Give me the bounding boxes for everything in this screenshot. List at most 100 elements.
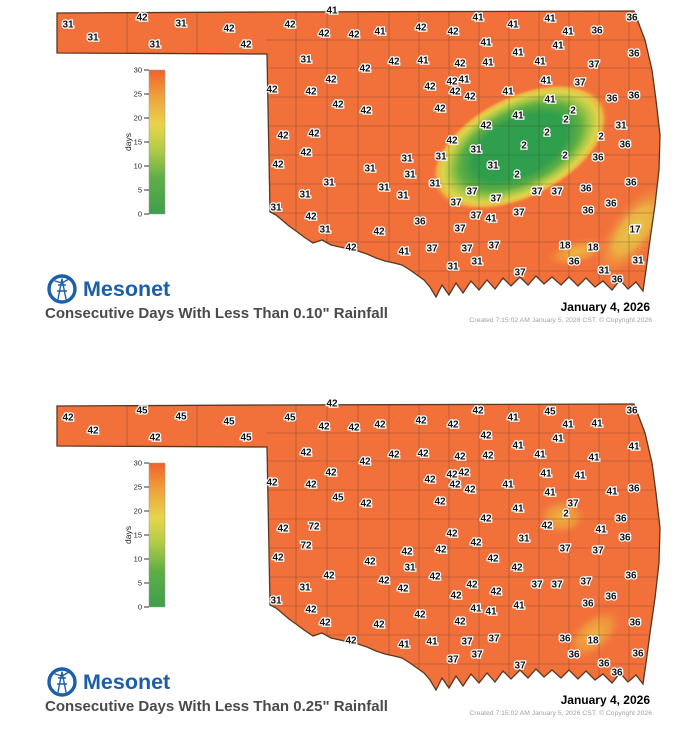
station-value: 37 [488, 241, 500, 252]
station-value: 31 [435, 152, 447, 163]
station-value: 41 [472, 13, 484, 24]
station-value: 42 [449, 480, 461, 491]
station-value: 42 [414, 610, 426, 621]
legend-tick-label: 0 [138, 603, 142, 612]
station-value: 36 [605, 199, 617, 210]
station-value: 31 [470, 145, 482, 156]
legend-tick-label: 20 [134, 114, 142, 123]
station-value: 36 [629, 618, 641, 629]
station-value: 41 [426, 637, 438, 648]
station-value: 41 [534, 450, 546, 461]
station-value: 42 [447, 27, 459, 38]
station-value: 36 [580, 184, 592, 195]
station-value: 41 [512, 441, 524, 452]
station-value: 41 [588, 453, 600, 464]
station-value: 41 [544, 95, 556, 106]
legend-tick-label: 10 [134, 162, 142, 171]
station-value: 41 [606, 487, 618, 498]
station-value: 36 [632, 649, 644, 660]
station-value: 41 [562, 27, 574, 38]
map-footer: Mesonet Consecutive Days With Less Than … [45, 667, 652, 717]
station-value: 41 [512, 504, 524, 515]
station-value: 42 [305, 480, 317, 491]
station-value: 42 [318, 422, 330, 433]
station-value: 41 [552, 434, 564, 445]
color-scale-legend: days 0 5 10 15 20 25 30 [123, 459, 166, 612]
station-value: 37 [588, 60, 600, 71]
station-value: 36 [628, 91, 640, 102]
station-value: 41 [512, 111, 524, 122]
station-value: 42 [308, 129, 320, 140]
legend-tick-label: 5 [138, 186, 142, 195]
station-value: 36 [619, 533, 631, 544]
map-date: January 4, 2026 [561, 300, 651, 314]
station-value: 31 [632, 256, 644, 267]
station-value: 42 [424, 475, 436, 486]
station-value: 2 [562, 151, 568, 162]
station-value: 36 [559, 634, 571, 645]
station-value: 45 [332, 493, 344, 504]
station-value: 41 [552, 41, 564, 52]
station-value: 42 [470, 538, 482, 549]
station-value: 36 [606, 94, 618, 105]
station-value: 37 [531, 187, 543, 198]
station-value: 37 [513, 208, 525, 219]
station-value: 31 [401, 154, 413, 165]
legend-color-bar [148, 462, 166, 608]
station-value: 42 [374, 420, 386, 431]
station-value: 72 [300, 541, 312, 552]
station-value: 72 [308, 522, 320, 533]
station-value: 41 [544, 488, 556, 499]
station-value: 42 [240, 40, 252, 51]
mesonet-wordmark: Mesonet [83, 670, 170, 694]
station-value: 37 [450, 198, 462, 209]
station-value: 41 [326, 6, 338, 17]
station-value: 36 [582, 206, 594, 217]
station-value: 45 [136, 406, 148, 417]
station-value: 42 [348, 30, 360, 41]
station-value: 37 [426, 244, 438, 255]
station-value: 36 [625, 178, 637, 189]
station-value: 31 [378, 183, 390, 194]
station-value: 42 [447, 420, 459, 431]
station-value: 42 [458, 468, 470, 479]
legend-tick-label: 30 [134, 66, 142, 75]
station-value: 36 [626, 406, 638, 417]
station-value: 37 [514, 268, 526, 279]
legend-tick-label: 20 [134, 507, 142, 516]
station-value: 42 [541, 521, 553, 532]
station-value: 17 [629, 225, 641, 236]
station-value: 42 [277, 524, 289, 535]
station-value: 42 [454, 59, 466, 70]
station-value: 36 [628, 484, 640, 495]
station-value: 42 [415, 23, 427, 34]
station-value: 36 [605, 592, 617, 603]
legend-tick-label: 10 [134, 555, 142, 564]
station-value: 42 [511, 563, 523, 574]
station-value: 42 [454, 617, 466, 628]
station-value: 42 [446, 470, 458, 481]
station-value: 42 [378, 576, 390, 587]
station-value: 36 [582, 599, 594, 610]
station-value: 37 [461, 637, 473, 648]
station-value: 42 [332, 100, 344, 111]
station-value: 42 [490, 587, 502, 598]
station-value: 42 [482, 451, 494, 462]
station-value: 31 [447, 262, 459, 273]
station-value: 42 [454, 452, 466, 463]
station-value: 37 [551, 580, 563, 591]
station-value: 41 [480, 38, 492, 49]
station-value: 42 [388, 57, 400, 68]
station-value: 41 [458, 75, 470, 86]
station-value: 42 [345, 243, 357, 254]
station-value: 42 [401, 547, 413, 558]
station-value: 36 [592, 153, 604, 164]
station-value: 37 [580, 577, 592, 588]
shading-blob [243, 580, 269, 616]
map-title: Consecutive Days With Less Than 0.10" Ra… [45, 305, 388, 322]
station-value: 42 [450, 591, 462, 602]
legend-tick-label: 15 [134, 531, 142, 540]
station-value: 41 [507, 413, 519, 424]
station-value: 31 [87, 33, 99, 44]
